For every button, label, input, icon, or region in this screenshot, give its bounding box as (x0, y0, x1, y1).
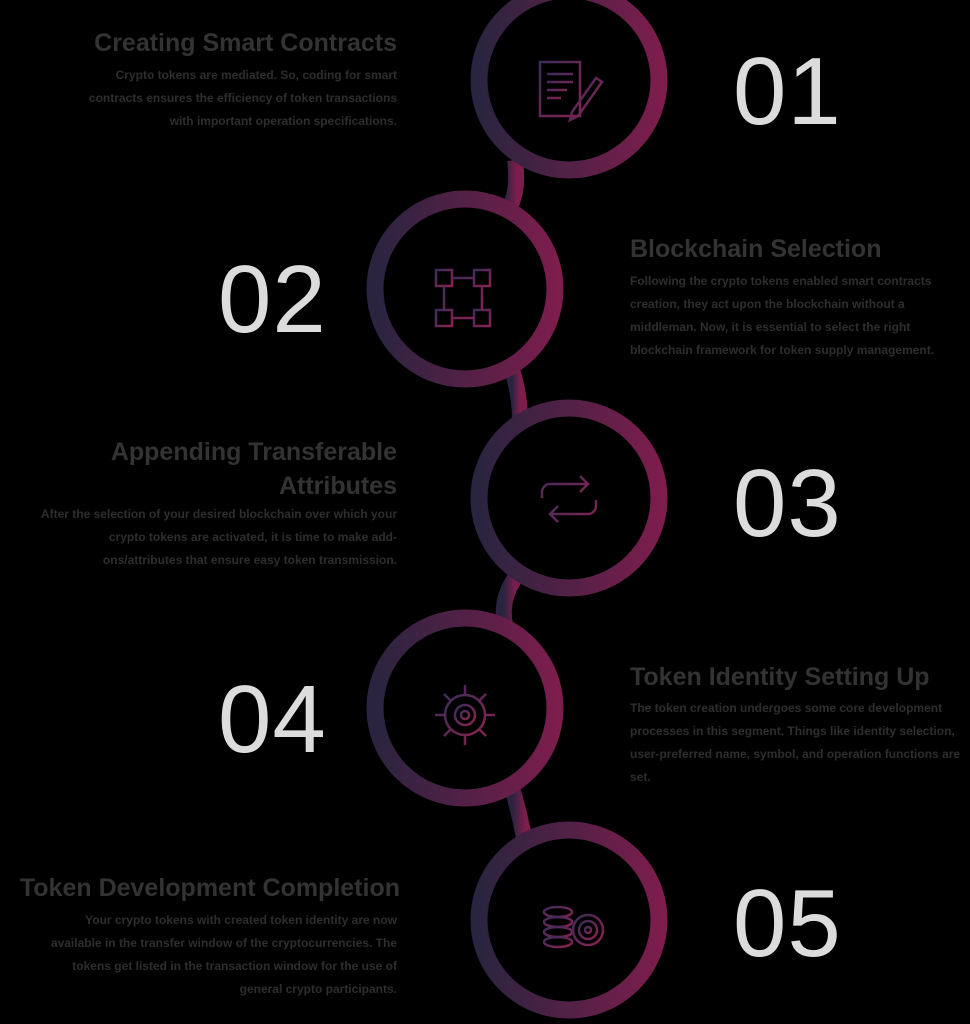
step-description: The token creation undergoes some core d… (630, 701, 961, 784)
connectors (495, 158, 533, 844)
step-description: After the selection of your desired bloc… (40, 507, 397, 567)
contract-icon (538, 60, 604, 123)
rings (366, 0, 668, 1019)
step-number: 01 (733, 38, 842, 145)
gear-icon (435, 685, 495, 745)
step-title: Blockchain Selection (630, 235, 882, 263)
step-title: Token Identity Setting Up (630, 663, 930, 691)
step-number: 02 (218, 246, 327, 353)
step-number: 03 (733, 450, 842, 557)
step-number: 04 (218, 666, 327, 773)
step-title: Appending Transferable Attributes (110, 438, 397, 500)
transfer-icon (540, 475, 598, 523)
coins-icon (542, 905, 605, 949)
blockchain-icon (434, 268, 492, 328)
icons (434, 60, 605, 949)
step-description: Your crypto tokens with created token id… (50, 913, 397, 996)
step-title: Creating Smart Contracts (94, 29, 397, 57)
step-number: 05 (733, 870, 842, 977)
step-title: Token Development Completion (19, 874, 400, 902)
step-description: Following the crypto tokens enabled smar… (630, 274, 935, 357)
step-description: Crypto tokens are mediated. So, coding f… (88, 68, 397, 128)
